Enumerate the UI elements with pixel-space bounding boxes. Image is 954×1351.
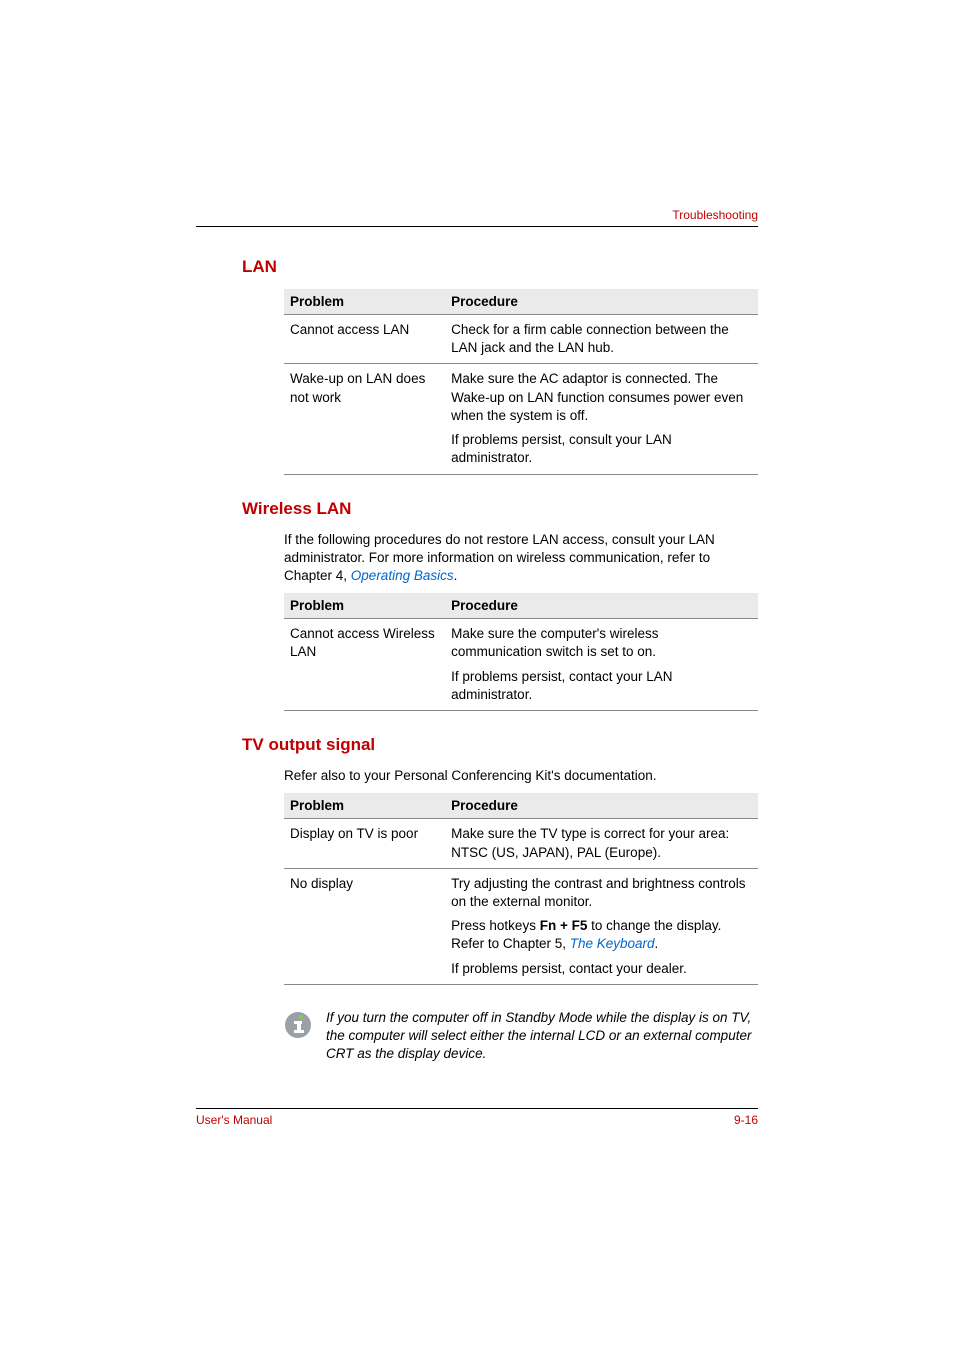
hotkey-fn-f5: Fn + F5 — [540, 918, 588, 933]
tv-table: Problem Procedure Display on TV is poor … — [284, 793, 758, 985]
table-row: Cannot access LAN Check for a firm cable… — [284, 315, 758, 364]
info-note-text: If you turn the computer off in Standby … — [326, 1009, 758, 1064]
tv-row2-procedure: Try adjusting the contrast and brightnes… — [445, 868, 758, 984]
info-icon — [284, 1011, 312, 1039]
link-the-keyboard[interactable]: The Keyboard — [570, 936, 655, 951]
link-operating-basics[interactable]: Operating Basics — [351, 568, 454, 583]
wlan-row1-problem: Cannot access Wireless LAN — [284, 619, 445, 711]
tv-col-problem: Problem — [284, 793, 445, 819]
lan-table: Problem Procedure Cannot access LAN Chec… — [284, 289, 758, 475]
table-row: Wake-up on LAN does not work Make sure t… — [284, 364, 758, 474]
footer-page-number: 9-16 — [734, 1113, 758, 1127]
footer-left: User's Manual — [196, 1113, 272, 1127]
header-section-label: Troubleshooting — [196, 208, 758, 222]
tv-row1-problem: Display on TV is poor — [284, 819, 445, 868]
wlan-col-problem: Problem — [284, 593, 445, 619]
lan-col-problem: Problem — [284, 289, 445, 315]
lan-row2-problem: Wake-up on LAN does not work — [284, 364, 445, 474]
wlan-table: Problem Procedure Cannot access Wireless… — [284, 593, 758, 711]
table-row: Cannot access Wireless LAN Make sure the… — [284, 619, 758, 711]
lan-row2-procedure: Make sure the AC adaptor is connected. T… — [445, 364, 758, 474]
wlan-row1-procedure: Make sure the computer's wireless commun… — [445, 619, 758, 711]
tv-col-procedure: Procedure — [445, 793, 758, 819]
tv-row2-problem: No display — [284, 868, 445, 984]
heading-wlan: Wireless LAN — [242, 499, 758, 519]
heading-lan: LAN — [242, 257, 758, 277]
lan-col-procedure: Procedure — [445, 289, 758, 315]
heading-tv: TV output signal — [242, 735, 758, 755]
lan-row1-procedure: Check for a firm cable connection betwee… — [445, 315, 758, 364]
wlan-col-procedure: Procedure — [445, 593, 758, 619]
table-row: Display on TV is poor Make sure the TV t… — [284, 819, 758, 868]
table-row: No display Try adjusting the contrast an… — [284, 868, 758, 984]
tv-intro: Refer also to your Personal Conferencing… — [284, 767, 758, 785]
page-footer: User's Manual 9-16 — [196, 1108, 758, 1127]
tv-row1-procedure: Make sure the TV type is correct for you… — [445, 819, 758, 868]
footer-rule — [196, 1108, 758, 1109]
lan-row1-problem: Cannot access LAN — [284, 315, 445, 364]
info-note: If you turn the computer off in Standby … — [284, 1009, 758, 1064]
wlan-intro: If the following procedures do not resto… — [284, 531, 758, 586]
header-rule — [196, 226, 758, 227]
